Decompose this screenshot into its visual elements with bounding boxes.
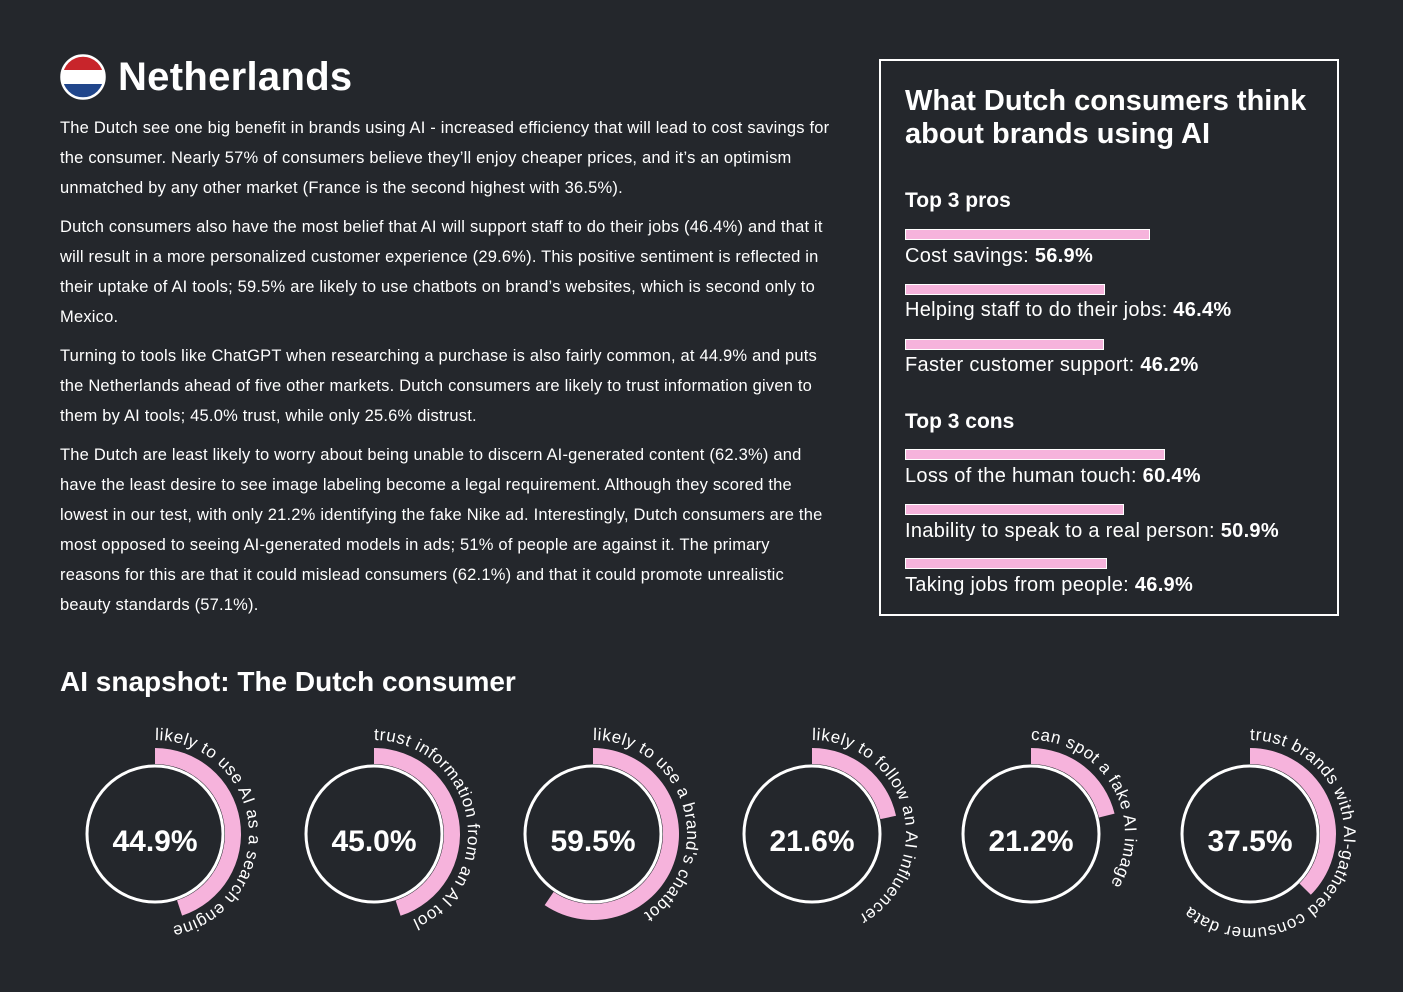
intro-text: The Dutch see one big benefit in brands … <box>60 113 830 629</box>
flag-white-stripe <box>62 70 104 84</box>
gauge: likely to use a brand's chatbot 59.5% <box>523 700 823 992</box>
gauge-chart: trust information from an AI tool <box>304 725 482 934</box>
gauge-arc <box>1250 748 1336 895</box>
gauge-arc <box>544 748 679 920</box>
snapshot-gauges: likely to use AI as a search engine 44.9… <box>0 700 1403 992</box>
gauge-arc <box>812 748 897 820</box>
pros-value: 56.9% <box>1034 245 1094 267</box>
pros-label-text: Helping staff to do their jobs <box>905 299 1162 321</box>
gauge: can spot a fake AI image 21.2% <box>961 700 1261 992</box>
gauge-value: 44.9% <box>112 825 198 858</box>
gauge-ring <box>1180 764 1320 904</box>
pros-bar <box>905 229 1150 240</box>
cons-bar <box>905 558 1107 569</box>
pros-value: 46.2% <box>1140 354 1199 376</box>
gauge: likely to follow an AI influencer 21.6% <box>742 700 1042 992</box>
pros-label: Helping staff to do their jobs: 46.4% <box>905 299 1232 321</box>
gauge-arc <box>155 748 241 916</box>
gauge-value: 21.2% <box>988 825 1074 858</box>
gauge-chart: can spot a fake AI image <box>961 725 1139 904</box>
pros-label-text: Faster customer support <box>905 354 1129 376</box>
pros-title: Top 3 pros <box>905 189 1011 212</box>
pros-label: Faster customer support: 46.2% <box>905 354 1199 376</box>
cons-label-text: Taking jobs from people <box>905 574 1124 596</box>
cons-label-text: Inability to speak to a real person <box>905 520 1210 542</box>
cons-bar <box>905 449 1165 460</box>
cons-title: Top 3 cons <box>905 410 1015 433</box>
gauge-ring <box>742 764 882 904</box>
gauge: likely to use AI as a search engine 44.9… <box>85 700 385 992</box>
cons-label: Loss of the human touch: 60.4% <box>905 465 1201 487</box>
pros-bar <box>905 339 1104 350</box>
gauge-ring <box>85 764 225 904</box>
intro-paragraph: Turning to tools like ChatGPT when resea… <box>60 347 817 425</box>
gauge-chart: likely to follow an AI influencer <box>742 725 921 929</box>
panel-title: What Dutch consumers think about brands … <box>905 85 1307 150</box>
pros-label: Cost savings: 56.9% <box>905 245 1094 267</box>
cons-label: Taking jobs from people: 46.9% <box>905 574 1194 596</box>
pros-cons-panel: What Dutch consumers think about brands … <box>879 59 1339 616</box>
gauge-chart: likely to use a brand's chatbot <box>523 725 701 926</box>
pros-value: 46.4% <box>1173 299 1232 321</box>
page-title: Netherlands <box>118 55 353 99</box>
intro-paragraph: Dutch consumers also have the most belie… <box>60 218 823 326</box>
cons-bar <box>905 504 1124 515</box>
cons-label: Inability to speak to a real person: 50.… <box>905 520 1279 542</box>
intro-paragraph: The Dutch are least likely to worry abou… <box>60 446 823 614</box>
gauge-chart: trust brands with AI-gathered consumer d… <box>1180 725 1358 943</box>
gauge-chart: likely to use AI as a search engine <box>85 725 263 941</box>
gauge-value: 59.5% <box>550 825 636 858</box>
snapshot-title: AI snapshot: The Dutch consumer <box>60 666 516 697</box>
cons-value: 50.9% <box>1220 520 1279 542</box>
cons-label-text: Loss of the human touch <box>905 465 1131 487</box>
gauge-value: 37.5% <box>1207 825 1293 858</box>
gauge-ring <box>523 764 663 904</box>
gauge-ring <box>961 764 1101 904</box>
gauge-value: 21.6% <box>769 825 855 858</box>
gauge-ring <box>304 764 444 904</box>
gauge-arc <box>374 748 460 916</box>
gauge-value: 45.0% <box>331 825 417 858</box>
gauge: trust brands with AI-gathered consumer d… <box>1180 700 1403 992</box>
netherlands-flag-icon <box>60 54 106 100</box>
cons-value: 46.9% <box>1134 574 1194 596</box>
pros-label-text: Cost savings <box>905 245 1024 267</box>
pros-bar <box>905 284 1105 295</box>
intro-paragraph: The Dutch see one big benefit in brands … <box>60 119 830 197</box>
gauge: trust information from an AI tool 45.0% <box>304 700 604 992</box>
cons-value: 60.4% <box>1142 465 1201 487</box>
gauge-arc <box>1031 748 1115 818</box>
